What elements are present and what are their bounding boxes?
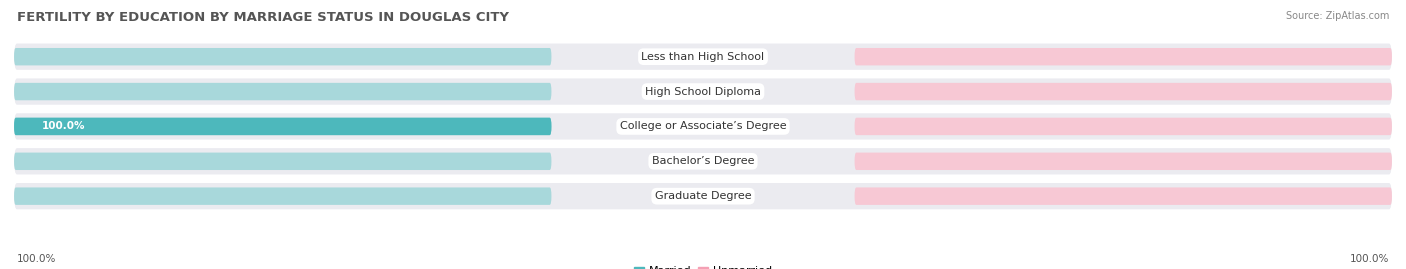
FancyBboxPatch shape <box>14 118 551 135</box>
Text: College or Associate’s Degree: College or Associate’s Degree <box>620 121 786 132</box>
FancyBboxPatch shape <box>855 153 1392 170</box>
Text: Source: ZipAtlas.com: Source: ZipAtlas.com <box>1285 11 1389 21</box>
Text: Graduate Degree: Graduate Degree <box>655 191 751 201</box>
FancyBboxPatch shape <box>14 44 1392 70</box>
Legend: Married, Unmarried: Married, Unmarried <box>630 262 776 269</box>
Text: 100.0%: 100.0% <box>17 254 56 264</box>
FancyBboxPatch shape <box>14 113 1392 140</box>
FancyBboxPatch shape <box>855 187 1392 205</box>
FancyBboxPatch shape <box>855 83 1392 100</box>
FancyBboxPatch shape <box>14 183 1392 209</box>
Text: 100.0%: 100.0% <box>42 121 86 132</box>
Text: FERTILITY BY EDUCATION BY MARRIAGE STATUS IN DOUGLAS CITY: FERTILITY BY EDUCATION BY MARRIAGE STATU… <box>17 11 509 24</box>
Text: 100.0%: 100.0% <box>1350 254 1389 264</box>
FancyBboxPatch shape <box>14 78 1392 105</box>
Text: High School Diploma: High School Diploma <box>645 87 761 97</box>
FancyBboxPatch shape <box>14 118 551 135</box>
Text: Less than High School: Less than High School <box>641 52 765 62</box>
Text: Bachelor’s Degree: Bachelor’s Degree <box>652 156 754 166</box>
FancyBboxPatch shape <box>14 48 551 65</box>
FancyBboxPatch shape <box>14 187 551 205</box>
FancyBboxPatch shape <box>855 118 1392 135</box>
FancyBboxPatch shape <box>14 83 551 100</box>
FancyBboxPatch shape <box>14 148 1392 175</box>
FancyBboxPatch shape <box>855 48 1392 65</box>
FancyBboxPatch shape <box>14 153 551 170</box>
